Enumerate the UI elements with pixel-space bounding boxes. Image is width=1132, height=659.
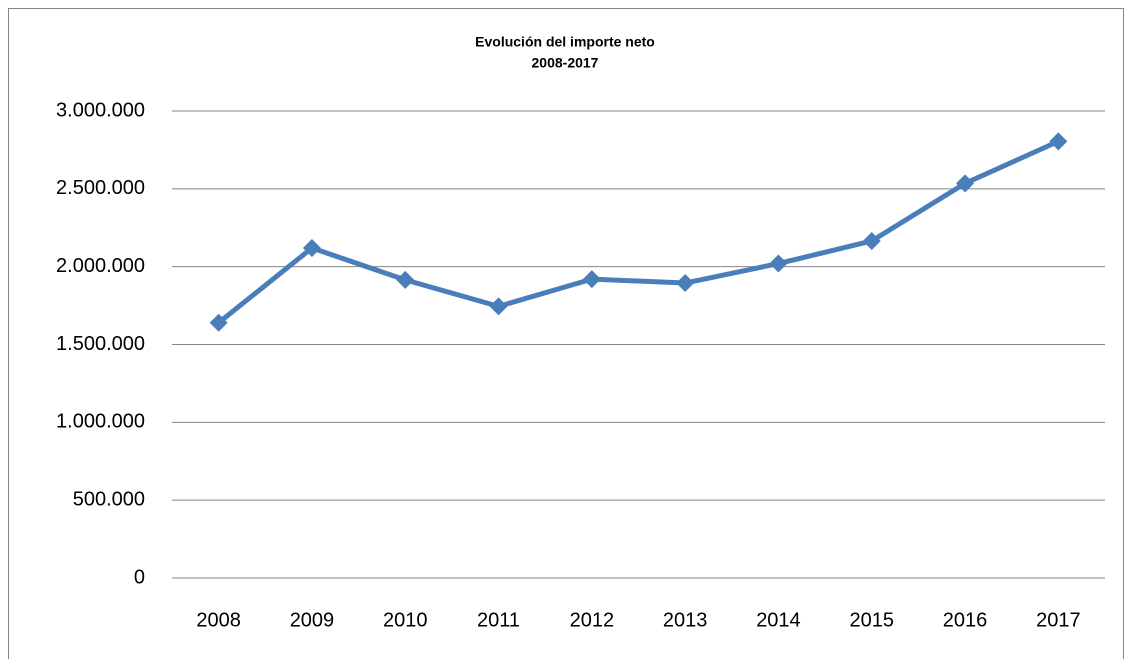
x-tick-label: 2015 [850, 609, 895, 631]
x-tick-label: 2013 [663, 609, 708, 631]
y-tick-label: 3.000.000 [56, 99, 145, 121]
chart-subtitle: 2008-2017 [532, 55, 599, 71]
y-tick-label: 0 [134, 566, 145, 588]
marker [956, 174, 975, 193]
x-tick-label: 2014 [756, 609, 801, 631]
marker [396, 270, 415, 289]
y-tick-label: 1.500.000 [56, 333, 145, 355]
x-tick-label: 2010 [383, 609, 428, 631]
line [217, 139, 1060, 325]
x-tick-label: 2012 [570, 609, 615, 631]
x-tick-label: 2009 [290, 609, 335, 631]
marker [676, 274, 695, 293]
marker [1049, 132, 1068, 151]
marker [862, 231, 881, 250]
x-tick-label: 2017 [1036, 609, 1081, 631]
y-tick-label: 2.500.000 [56, 177, 145, 199]
marker [302, 238, 321, 257]
x-tick-label: 2011 [477, 609, 520, 631]
chart-border [8, 8, 1124, 659]
y-tick-label: 1.000.000 [56, 411, 145, 433]
x-tick-label: 2016 [943, 609, 988, 631]
marker [769, 254, 788, 273]
y-tick-label: 500.000 [73, 488, 145, 510]
y-tick-label: 2.000.000 [56, 255, 145, 277]
x-tick-label: 2008 [196, 609, 241, 631]
marker [582, 270, 601, 289]
marker [489, 297, 508, 316]
marker [209, 313, 228, 332]
chart-title: Evolución del importe neto [475, 34, 655, 50]
